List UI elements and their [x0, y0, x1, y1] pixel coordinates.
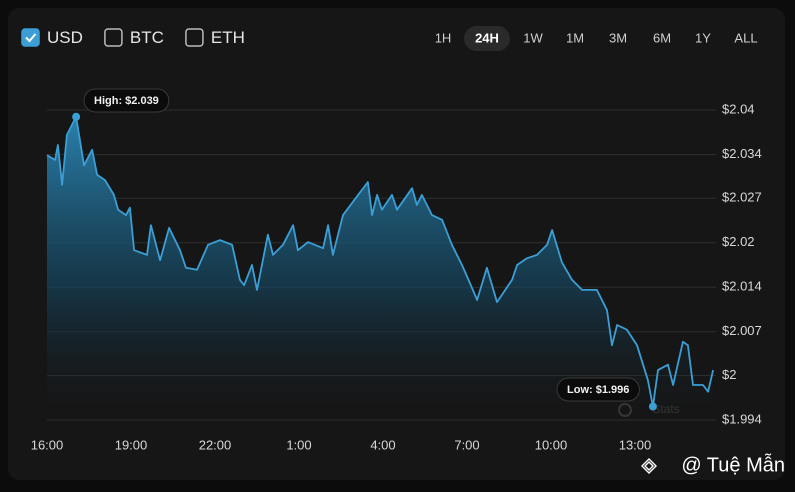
range-active-bg[interactable]	[464, 26, 510, 51]
x-tick-label: 16:00	[31, 437, 64, 452]
range-label[interactable]: 1H	[435, 30, 452, 45]
checkmark	[25, 33, 37, 43]
annotation: High: $2.039	[83, 88, 170, 113]
plot: $2.04 $2.034 $2.027 $2.02 $2.014 $2.007 $2 $1.9…	[31, 88, 762, 452]
annotation-label: Low: $1.996	[567, 384, 629, 396]
controls: USD BTC ETH 1H 24H 1W 1M 3M 6M 1Y ALL	[21, 26, 758, 51]
checkbox[interactable]	[104, 28, 123, 47]
area-fill	[47, 116, 714, 420]
y-tick-label: $2.034	[722, 146, 762, 161]
annotation-bg	[83, 88, 170, 113]
currency-toggle[interactable]: BTC	[104, 28, 164, 47]
range-button[interactable]: 1Y	[695, 30, 711, 45]
range-button[interactable]: 1H	[435, 30, 452, 45]
watermark: @ Tuệ Mẫn	[681, 453, 785, 476]
x-tick-label: 7:00	[454, 437, 479, 452]
price-line	[46, 115, 714, 408]
y-tick-label: $1.994	[722, 411, 762, 426]
y-tick-label: $2.02	[722, 234, 755, 249]
y-tick-label: $2.014	[722, 279, 762, 294]
range-button[interactable]: 1W	[523, 30, 543, 45]
range-label[interactable]: 24H	[475, 30, 499, 45]
checkbox[interactable]	[185, 28, 204, 47]
x-tick-label: 4:00	[370, 437, 395, 452]
watermark-icon	[641, 458, 657, 474]
range-label[interactable]: 1M	[566, 30, 584, 45]
x-tick-label: 13:00	[619, 437, 652, 452]
range-button[interactable]: 6M	[653, 30, 671, 45]
currency-toggle[interactable]: ETH	[185, 28, 245, 47]
x-tick-label: 1:00	[286, 437, 311, 452]
currency-label[interactable]: ETH	[211, 28, 245, 47]
range-button[interactable]: 24H	[464, 26, 510, 51]
range-label[interactable]: 1W	[523, 30, 543, 45]
range-label[interactable]: 6M	[653, 30, 671, 45]
x-tick-label: 19:00	[115, 437, 148, 452]
currency-label[interactable]: BTC	[130, 28, 164, 47]
x-tick-label: 10:00	[535, 437, 568, 452]
currency-toggle[interactable]: USD	[21, 28, 83, 47]
y-tick-label: $2	[722, 367, 736, 382]
annotation-dot	[72, 112, 81, 121]
range-label[interactable]: ALL	[734, 30, 757, 45]
annotation: Low: $1.996	[556, 377, 640, 402]
range-label[interactable]: 3M	[609, 30, 627, 45]
range-button[interactable]: 3M	[609, 30, 627, 45]
checkbox[interactable]	[21, 28, 40, 47]
annotation-label: High: $2.039	[94, 95, 159, 107]
range-button[interactable]: 1M	[566, 30, 584, 45]
y-tick-label: $2.007	[722, 323, 762, 338]
annotation-bg	[556, 377, 640, 402]
y-tick-label: $2.027	[722, 190, 762, 205]
y-tick-label: $2.04	[722, 101, 755, 116]
x-tick-label: 22:00	[199, 437, 232, 452]
range-label[interactable]: 1Y	[695, 30, 711, 45]
currency-label[interactable]: USD	[47, 28, 83, 47]
annotation-dot	[648, 402, 657, 411]
range-button[interactable]: ALL	[734, 30, 757, 45]
